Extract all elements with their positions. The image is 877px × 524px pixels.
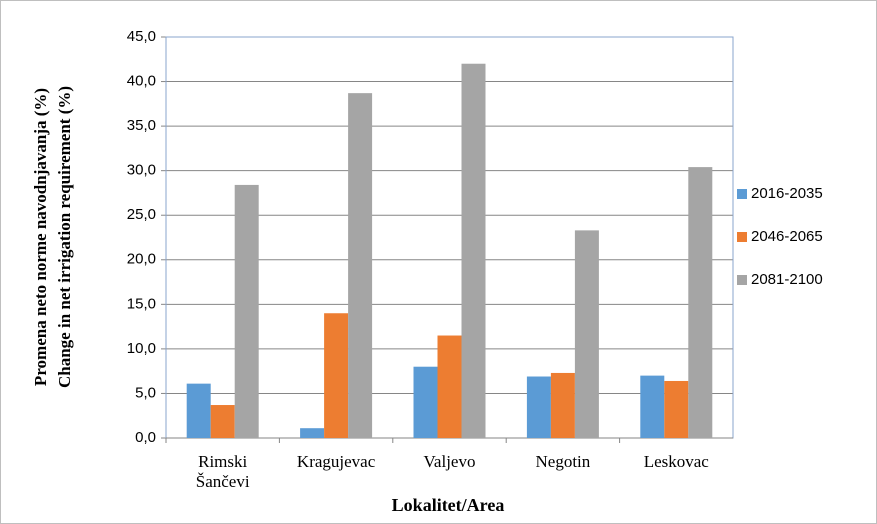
- x-tick-label: Kragujevac: [296, 452, 376, 471]
- y-tick-label: 30,0: [127, 162, 156, 179]
- bar: [461, 63, 486, 438]
- x-tick-label: Negotin: [535, 452, 591, 471]
- y-tick-label: 40,0: [127, 73, 156, 90]
- x-tick-label-box: Rimski Šančevi: [195, 452, 250, 491]
- y-tick-label: 20,0: [127, 251, 156, 268]
- bar: [550, 372, 575, 438]
- x-tick-label-box: Kragujevac: [296, 452, 376, 471]
- y-tick-label: 25,0: [127, 206, 156, 223]
- y-tick-label: 0,0: [135, 429, 156, 446]
- legend-swatch: [737, 232, 747, 242]
- y-axis-title: Promena neto norme navodnjavanja (%): [31, 88, 50, 386]
- bar: [526, 376, 551, 438]
- x-tick-label: Leskovac: [643, 452, 709, 471]
- x-tick-label-box: Negotin: [535, 452, 591, 471]
- x-tick-label-box: Valjevo: [423, 452, 476, 471]
- bar: [210, 405, 235, 438]
- x-tick-label: Valjevo: [423, 452, 476, 471]
- y-axis-title: Change in net irrigation requirement (%): [55, 86, 74, 388]
- x-tick-label: Rimski Šančevi: [195, 452, 250, 491]
- bar: [688, 167, 713, 438]
- y-tick-label: 35,0: [127, 117, 156, 134]
- y-tick-label: 5,0: [135, 384, 156, 401]
- legend-label: 2081-2100: [751, 271, 823, 288]
- legend-label: 2046-2065: [751, 228, 823, 245]
- legend-swatch: [737, 189, 747, 199]
- bar: [413, 366, 438, 438]
- bar: [234, 184, 259, 438]
- y-tick-label: 45,0: [127, 28, 156, 45]
- bar: [324, 313, 349, 438]
- y-tick-label: 10,0: [127, 340, 156, 357]
- legend-label: 2016-2035: [751, 185, 823, 202]
- legend-swatch: [737, 275, 747, 285]
- x-tick-label-box: Leskovac: [643, 452, 709, 471]
- bar: [300, 428, 325, 438]
- x-axis-title: Lokalitet/Area: [392, 495, 505, 515]
- bar: [186, 383, 211, 438]
- bar: [664, 380, 689, 438]
- y-tick-label: 15,0: [127, 295, 156, 312]
- bar: [640, 375, 665, 438]
- bar: [574, 230, 599, 438]
- bar: [348, 93, 373, 438]
- bar: [437, 335, 462, 438]
